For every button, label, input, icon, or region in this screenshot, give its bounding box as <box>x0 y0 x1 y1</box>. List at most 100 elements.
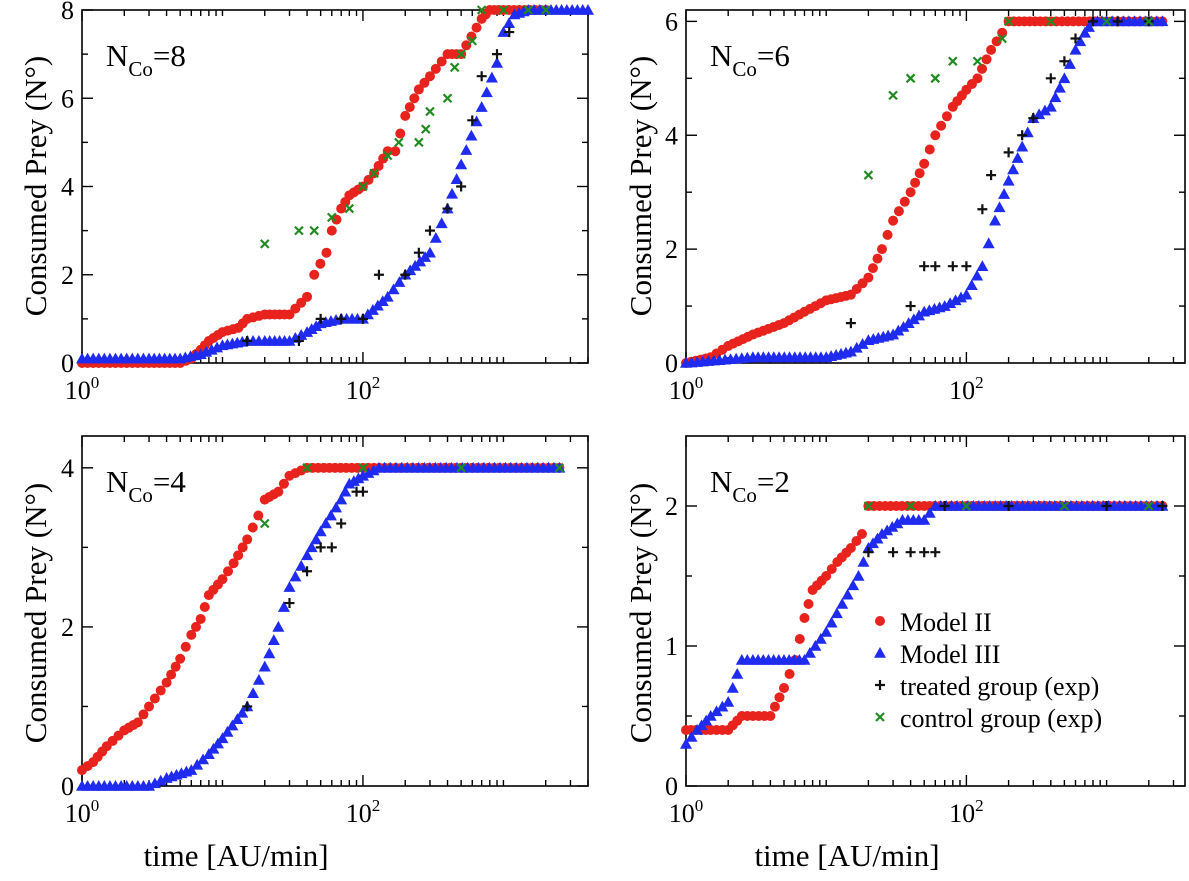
data-point-triangle <box>830 607 843 619</box>
legend: Model II Model III treated group (exp) cont… <box>874 608 1102 733</box>
data-point-circle <box>882 229 893 240</box>
data-point-triangle <box>680 738 692 749</box>
data-point-triangle <box>716 700 729 712</box>
ylabel-top-right: Consumed Prey (N°) <box>623 56 658 316</box>
y-tick-label: 2 <box>665 492 678 521</box>
data-point-triangle <box>887 328 900 340</box>
data-point-circle <box>769 701 780 712</box>
data-point-triangle <box>1038 104 1051 116</box>
data-point-circle <box>986 44 997 55</box>
y-tick-label: 6 <box>665 7 678 36</box>
data-point-triangle <box>258 660 271 672</box>
data-point-plus <box>845 318 856 329</box>
series-cross <box>863 16 1154 180</box>
data-point-cross <box>1144 501 1154 511</box>
data-point-circle <box>977 63 988 74</box>
data-point-plus <box>888 547 899 558</box>
y-tick-label: 0 <box>61 772 74 801</box>
data-point-cross <box>863 170 874 180</box>
data-point-circle <box>247 522 258 533</box>
data-point-plus <box>242 701 253 712</box>
data-point-triangle <box>856 338 869 349</box>
data-point-triangle <box>252 673 265 685</box>
x-tick-label: 102 <box>346 796 381 828</box>
data-point-circle <box>132 717 143 728</box>
data-point-circle <box>195 613 206 624</box>
ylabel-bottom-right: Consumed Prey (N°) <box>623 483 658 743</box>
data-point-triangle <box>814 633 827 644</box>
data-point-plus <box>1157 501 1168 511</box>
data-point-triangle <box>305 541 318 553</box>
data-point-cross <box>309 225 320 236</box>
data-point-triangle <box>954 291 967 303</box>
data-point-triangle <box>731 668 744 679</box>
data-point-circle <box>242 534 253 545</box>
data-point-circle <box>905 187 916 198</box>
series-plus <box>242 27 515 346</box>
data-point-triangle <box>913 309 926 321</box>
data-point-triangle <box>923 507 936 518</box>
data-point-circle <box>856 529 867 539</box>
data-point-triangle <box>1069 43 1082 55</box>
data-point-plus <box>456 181 467 192</box>
legend-marker-triangle <box>874 647 886 658</box>
data-point-plus <box>986 170 997 181</box>
data-point-plus <box>373 269 384 280</box>
data-point-triangle <box>1049 91 1062 103</box>
series-triangle <box>680 15 1169 368</box>
panel-annotation: NCo=8 <box>106 38 186 81</box>
data-point-triangle <box>490 56 503 68</box>
legend-label: Model III <box>900 640 1000 669</box>
data-point-triangle <box>881 524 894 536</box>
data-point-circle <box>803 599 814 609</box>
data-point-circle <box>321 247 332 258</box>
data-point-circle <box>972 73 983 84</box>
data-point-circle <box>941 111 952 122</box>
data-point-triangle <box>1156 15 1169 27</box>
data-point-circle <box>404 102 415 113</box>
x-tick-label: 100 <box>669 796 704 828</box>
legend-label: control group (exp) <box>900 704 1102 733</box>
series-group <box>76 461 566 791</box>
data-point-circle <box>461 40 472 51</box>
data-point-triangle <box>704 710 717 721</box>
data-point-triangle <box>480 86 493 98</box>
data-point-triangle <box>902 317 915 328</box>
data-point-circle <box>309 269 320 280</box>
data-point-triangle <box>944 297 957 309</box>
data-point-cross <box>358 463 368 473</box>
data-point-triangle <box>324 509 337 521</box>
data-point-circle <box>919 158 930 169</box>
data-point-plus <box>1059 56 1070 67</box>
data-point-cross <box>420 124 431 134</box>
panel-2: 100 102 0 2 4 6 NCo=6 <box>665 7 1186 405</box>
y-tick-label: 4 <box>61 173 74 202</box>
data-point-circle <box>471 22 482 33</box>
y-tick-label: 2 <box>61 613 74 642</box>
data-point-triangle <box>460 144 473 155</box>
data-point-plus <box>977 204 988 215</box>
x-tick-label: 100 <box>669 373 704 405</box>
data-point-triangle <box>685 731 698 742</box>
data-point-triangle <box>289 570 302 582</box>
data-point-triangle <box>429 231 442 243</box>
data-point-triangle <box>825 616 838 628</box>
data-point-plus <box>442 203 453 214</box>
data-point-plus <box>905 547 916 558</box>
data-point-triangle <box>267 634 280 645</box>
data-point-triangle <box>236 706 249 718</box>
legend-label: treated group (exp) <box>900 672 1099 701</box>
data-point-triangle <box>722 696 735 707</box>
data-point-cross <box>1046 16 1056 27</box>
data-point-triangle <box>1053 81 1066 93</box>
data-point-triangle <box>798 654 811 665</box>
data-point-circle <box>826 564 837 574</box>
series-cross <box>259 463 565 529</box>
data-point-circle <box>413 84 424 95</box>
legend-marker-cross <box>875 712 885 722</box>
data-point-cross <box>888 90 898 101</box>
data-point-circle <box>237 542 248 553</box>
data-point-plus <box>1003 501 1014 511</box>
data-point-plus <box>939 501 950 511</box>
